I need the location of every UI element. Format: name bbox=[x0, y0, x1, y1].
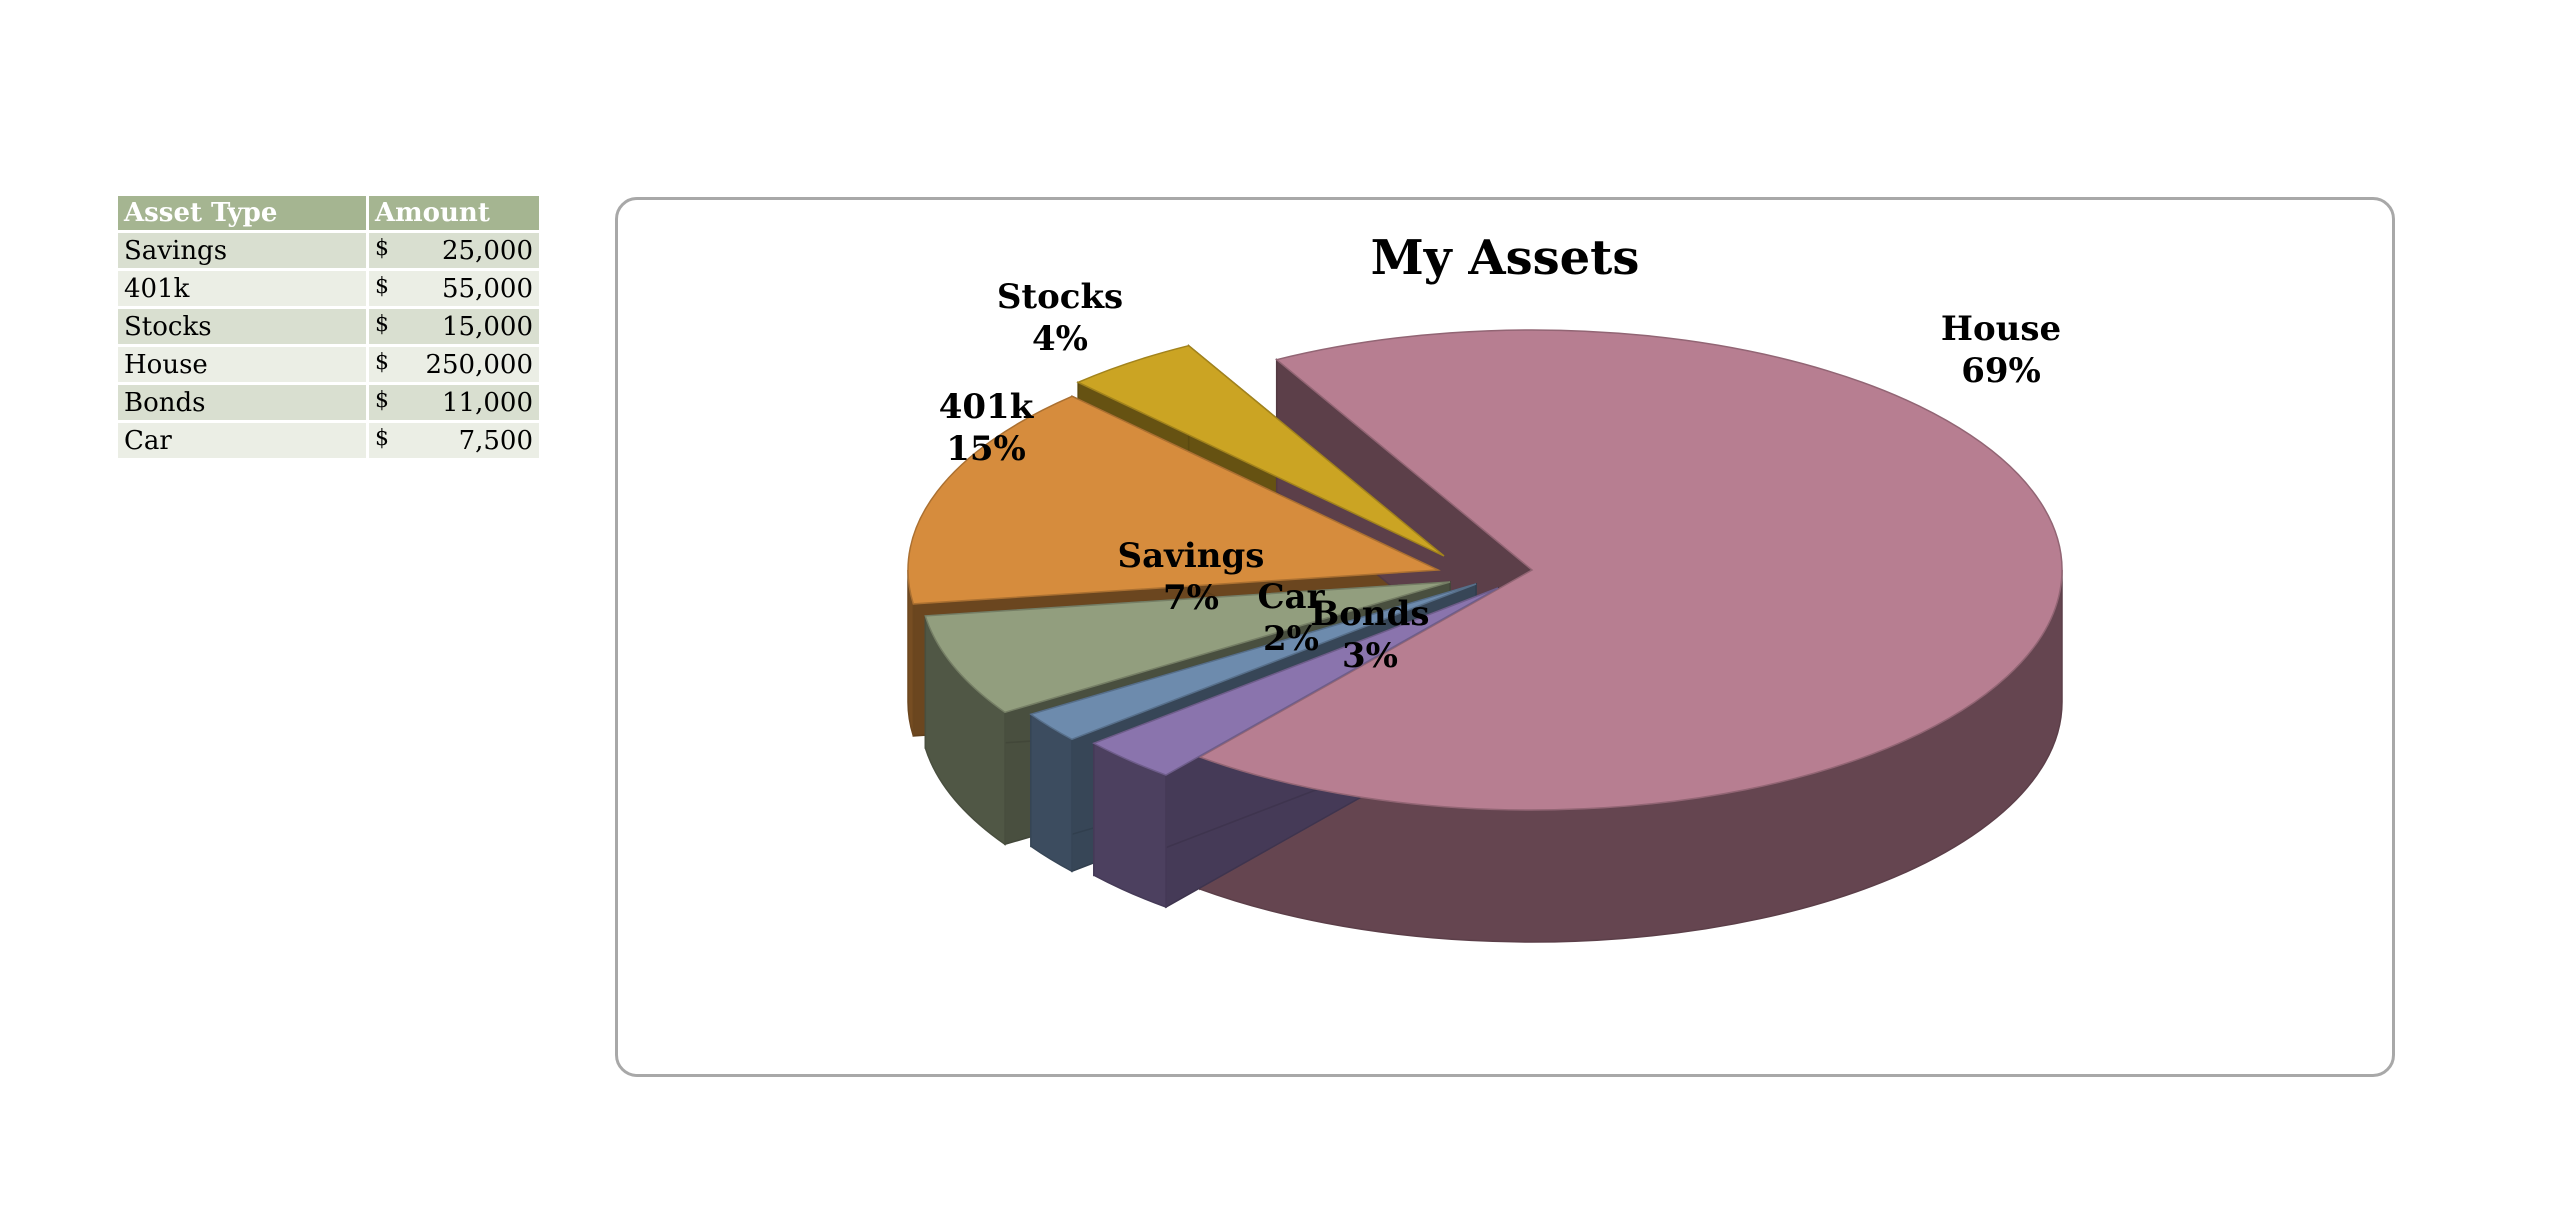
label-house-name: House bbox=[1941, 309, 2061, 349]
amount-cell: $15,000 bbox=[369, 309, 539, 344]
amount-value: 55,000 bbox=[442, 273, 533, 304]
slice-bonds bbox=[1092, 587, 1499, 776]
slice-savings bbox=[924, 581, 1451, 714]
amount-value: 250,000 bbox=[425, 349, 533, 380]
amount-cell: $250,000 bbox=[369, 347, 539, 382]
asset-type-cell: House bbox=[118, 347, 369, 382]
label-car-pct: 2% bbox=[1263, 619, 1319, 659]
label-bonds-name: Bonds bbox=[1310, 594, 1429, 634]
amount-cell: $7,500 bbox=[369, 423, 539, 458]
slice-stocks bbox=[1076, 344, 1445, 557]
amount-value: 25,000 bbox=[442, 235, 533, 266]
chart-title: My Assets bbox=[1370, 230, 1640, 286]
currency-symbol: $ bbox=[375, 349, 389, 375]
chart-panel[interactable]: My Assets House 69% Stocks 4% 401k 15% Savings… bbox=[615, 197, 2395, 1077]
currency-symbol: $ bbox=[375, 425, 389, 451]
label-401k-name: 401k bbox=[939, 387, 1035, 427]
asset-type-cell: 401k bbox=[118, 271, 369, 306]
label-stocks-name: Stocks bbox=[997, 277, 1123, 317]
amount-cell: $55,000 bbox=[369, 271, 539, 306]
table-row: Bonds $11,000 bbox=[118, 385, 539, 420]
currency-symbol: $ bbox=[375, 387, 389, 413]
slice-side-car-0 bbox=[1030, 712, 1073, 873]
table-row: House $250,000 bbox=[118, 347, 539, 382]
label-savings-name: Savings bbox=[1118, 536, 1265, 576]
label-car-name: Car bbox=[1257, 577, 1325, 617]
amount-value: 15,000 bbox=[442, 311, 533, 342]
amount-cell: $11,000 bbox=[369, 385, 539, 420]
slice-car bbox=[1029, 583, 1477, 741]
table-row: Stocks $15,000 bbox=[118, 309, 539, 344]
table-row: Car $7,500 bbox=[118, 423, 539, 458]
header-asset-type: Asset Type bbox=[118, 196, 369, 230]
slice-401k bbox=[907, 395, 1441, 605]
label-bonds-pct: 3% bbox=[1342, 636, 1398, 676]
asset-type-cell: Car bbox=[118, 423, 369, 458]
amount-value: 11,000 bbox=[442, 387, 533, 418]
asset-type-cell: Stocks bbox=[118, 309, 369, 344]
label-house-pct: 69% bbox=[1961, 351, 2041, 391]
label-savings-pct: 7% bbox=[1163, 578, 1219, 618]
header-amount: Amount bbox=[369, 196, 539, 230]
label-401k-pct: 15% bbox=[946, 429, 1026, 469]
table-header-row: Asset Type Amount bbox=[118, 196, 539, 230]
asset-type-cell: Savings bbox=[118, 233, 369, 268]
amount-cell: $25,000 bbox=[369, 233, 539, 268]
slice-house bbox=[1198, 329, 2063, 811]
asset-type-cell: Bonds bbox=[118, 385, 369, 420]
table-row: 401k $55,000 bbox=[118, 271, 539, 306]
amount-value: 7,500 bbox=[458, 425, 533, 456]
asset-table: Asset Type Amount Savings $25,000 401k $55,… bbox=[118, 193, 539, 461]
currency-symbol: $ bbox=[375, 235, 389, 261]
currency-symbol: $ bbox=[375, 311, 389, 337]
table-row: Savings $25,000 bbox=[118, 233, 539, 268]
currency-symbol: $ bbox=[375, 273, 389, 299]
pie-tops bbox=[907, 329, 2063, 811]
label-stocks-pct: 4% bbox=[1032, 319, 1088, 359]
